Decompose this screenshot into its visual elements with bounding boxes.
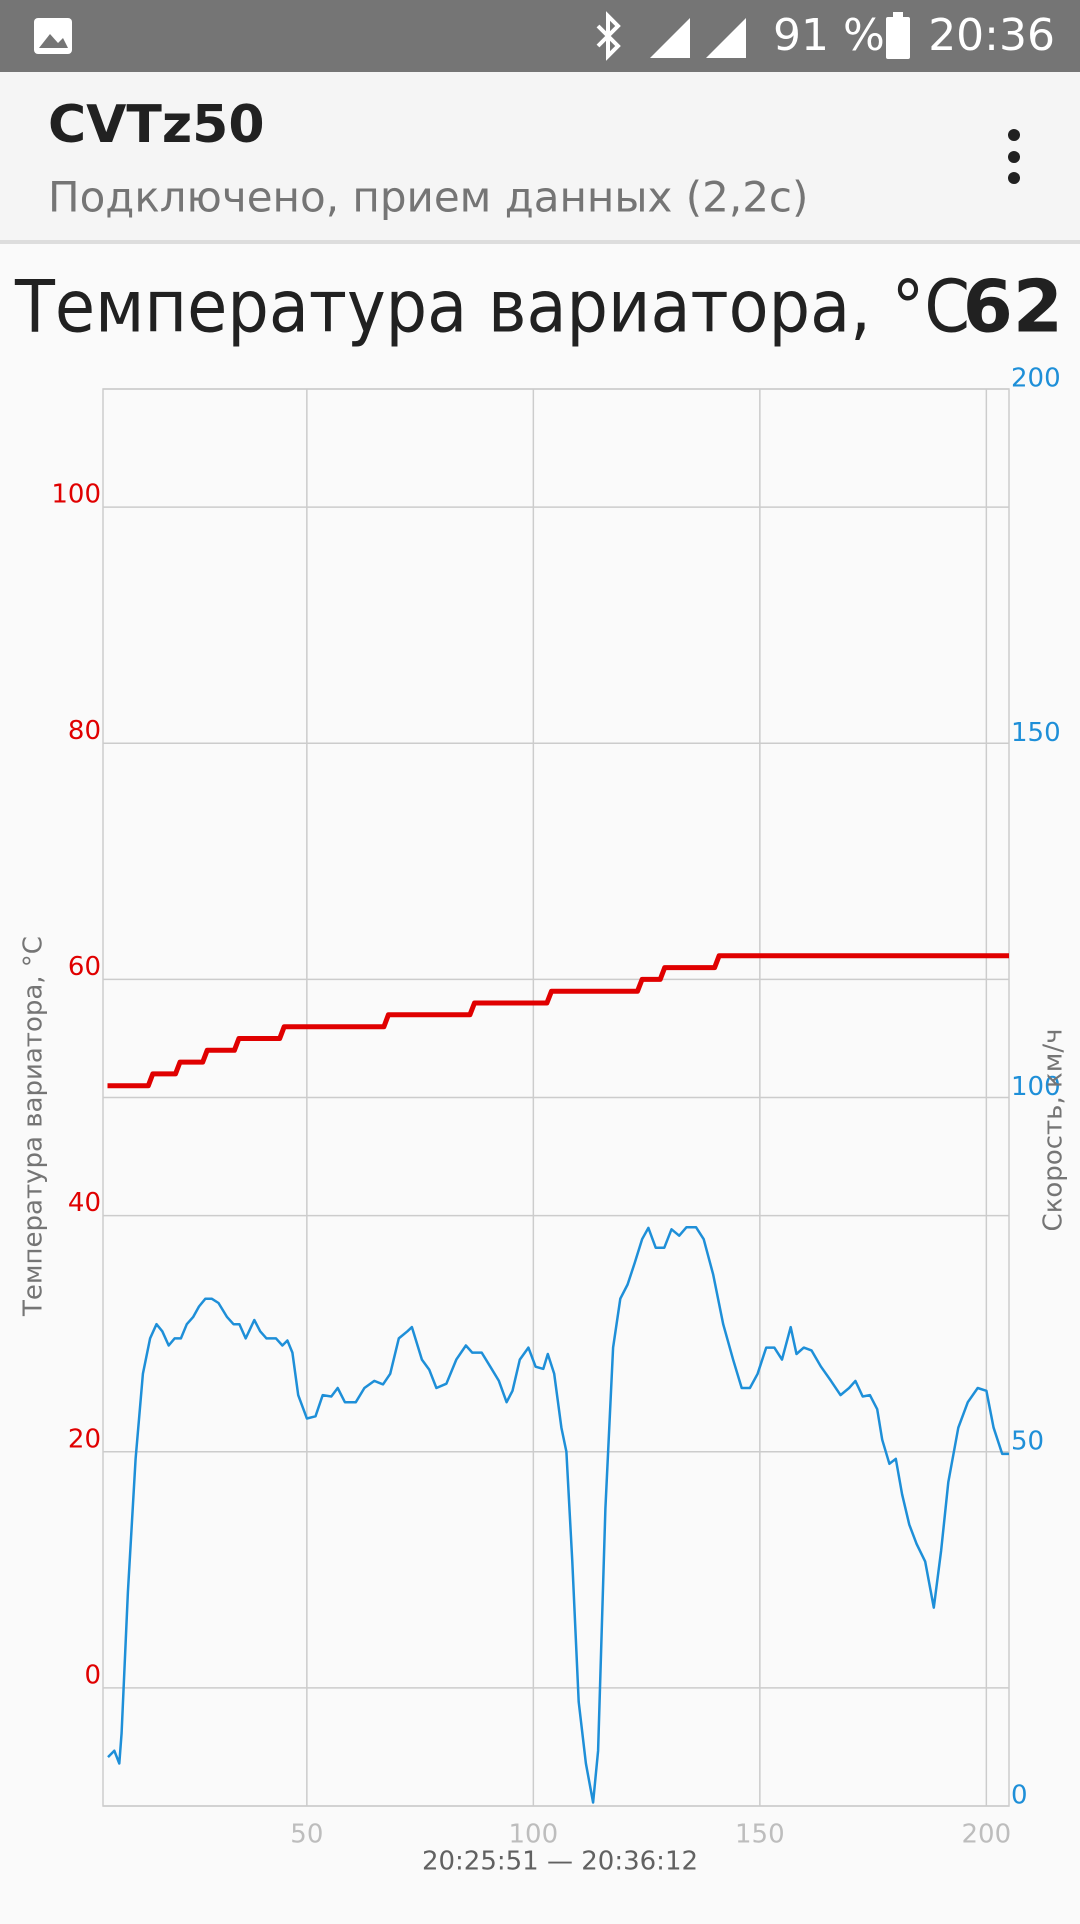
y-tick-label: 20 xyxy=(68,1424,101,1454)
y-tick-label: 80 xyxy=(68,716,101,746)
status-bar xyxy=(0,0,1080,72)
y-tick-label: 40 xyxy=(68,1188,101,1218)
clock: 20:36 xyxy=(928,10,1055,61)
chart: 50 100 150 200 0 20 40 60 80 100 0 50 100 150 200 20:25… xyxy=(19,364,1069,1877)
app-bar-shadow xyxy=(0,240,1080,244)
x-tick-label: 50 xyxy=(290,1820,323,1850)
bluetooth-icon xyxy=(596,11,621,61)
data-line xyxy=(107,953,1009,1089)
current-value: 62 xyxy=(963,265,1063,349)
y-tick-label: 60 xyxy=(68,952,101,982)
x-axis-label: 20:25:51 — 20:36:12 xyxy=(422,1847,698,1877)
y2-axis-label: Скорость, км/ч xyxy=(1039,1029,1069,1232)
data-line xyxy=(107,1225,1009,1804)
y2-tick-label: 200 xyxy=(1011,364,1061,394)
chart-title: Температура вариатора, °С xyxy=(14,265,970,349)
x-tick-label: 150 xyxy=(735,1820,785,1850)
y-tick-label: 100 xyxy=(51,480,101,510)
overflow-menu[interactable] xyxy=(1008,129,1020,184)
signal-icon xyxy=(650,18,690,58)
app-bar xyxy=(0,72,1080,240)
y2-tick-label: 0 xyxy=(1011,1781,1028,1811)
y-tick-label: 0 xyxy=(84,1660,101,1690)
battery-text: 91 % xyxy=(773,10,885,61)
signal-icon xyxy=(706,18,746,58)
y-axis-label: Температура вариатора, °С xyxy=(19,936,49,1317)
gallery-icon xyxy=(34,18,72,54)
x-tick-label: 200 xyxy=(962,1820,1012,1850)
app-title: CVTz50 xyxy=(48,95,265,155)
y2-tick-label: 100 xyxy=(1011,1072,1061,1102)
battery-icon xyxy=(886,12,910,59)
x-tick-label: 100 xyxy=(509,1820,559,1850)
app-subtitle: Подключено, прием данных (2,2c) xyxy=(48,173,808,222)
y2-tick-label: 50 xyxy=(1011,1426,1044,1456)
y2-tick-label: 150 xyxy=(1011,718,1061,748)
